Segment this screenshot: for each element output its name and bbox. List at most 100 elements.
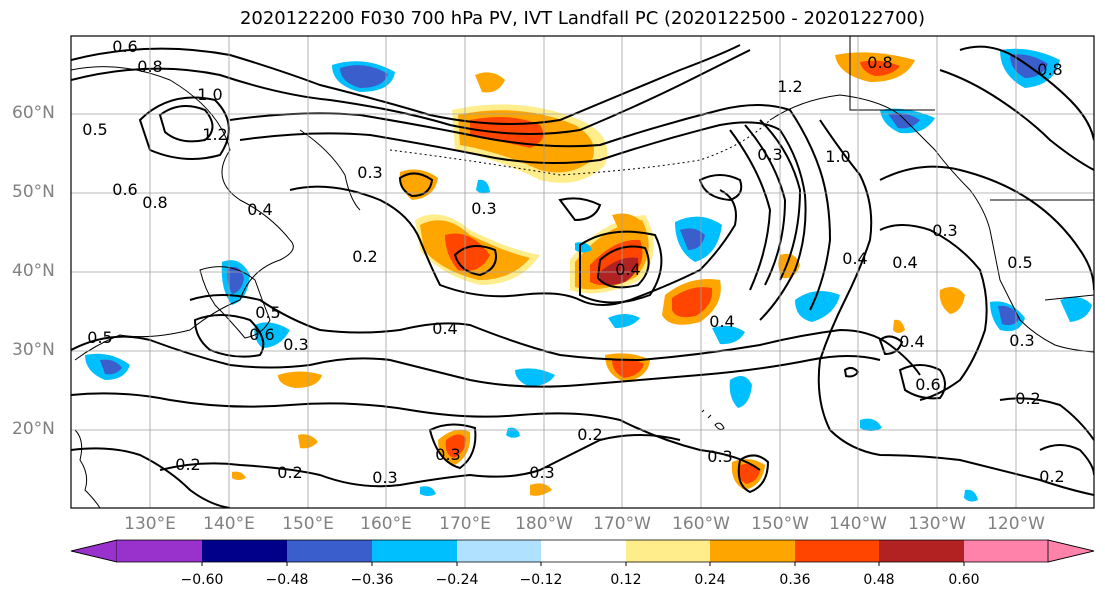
contour-label: 1.0 — [825, 147, 850, 166]
lon-label: 150°E — [282, 514, 334, 534]
alaska-coast — [769, 94, 991, 231]
positive-anomaly — [672, 287, 713, 318]
contour-label: 0.4 — [709, 312, 734, 331]
contour-label: 0.3 — [757, 145, 782, 164]
lon-label: 120°W — [987, 514, 1045, 534]
pv-contour — [939, 69, 1094, 171]
us-mexico-border — [1044, 294, 1094, 301]
contour-label: 0.5 — [87, 328, 112, 347]
contour-label: 0.2 — [577, 425, 602, 444]
contour-label: 0.2 — [352, 247, 377, 266]
pv-contour — [193, 314, 265, 358]
asia-coast — [71, 66, 294, 361]
pv-contour — [71, 447, 231, 508]
contour-label: 0.8 — [867, 53, 892, 72]
colorbar-tick: −0.12 — [519, 572, 563, 588]
graticule — [71, 36, 1094, 508]
contour-label: 0.2 — [1039, 467, 1064, 486]
contour-label: 0.3 — [435, 445, 460, 464]
contour-label: 0.8 — [1037, 60, 1062, 79]
contour-label: 0.3 — [1009, 331, 1034, 350]
contour-label: 0.6 — [112, 37, 137, 56]
lon-label: 170°E — [439, 514, 491, 534]
negative-anomaly — [420, 486, 436, 496]
positive-anomaly — [860, 60, 900, 76]
negative-anomaly — [515, 368, 555, 387]
pv-contour — [879, 224, 988, 401]
pv-contour — [229, 104, 832, 311]
colorbar-tick: −0.60 — [180, 572, 224, 588]
positive-anomaly — [445, 434, 466, 458]
colorbar-tick: 0.12 — [610, 572, 642, 588]
contour-label: 0.3 — [471, 199, 496, 218]
contour-label: 0.4 — [247, 200, 272, 219]
pv-contour — [879, 165, 1094, 291]
negative-anomaly — [729, 376, 752, 408]
contour-label: 1.0 — [197, 85, 222, 104]
pv-contour — [817, 119, 1094, 496]
colorbar-tick: 0.36 — [779, 572, 811, 588]
lon-label: 140°W — [829, 514, 887, 534]
positive-anomaly — [278, 371, 322, 388]
pv-contour — [71, 335, 881, 388]
pv-contour — [759, 119, 802, 281]
negative-anomaly — [476, 179, 490, 194]
contour-label: 0.3 — [932, 221, 957, 240]
contour-label: 0.5 — [1007, 253, 1032, 272]
negative-anomaly — [860, 418, 882, 431]
contour-label: 0.4 — [842, 249, 867, 268]
lat-label-30n: 30°N — [12, 340, 55, 360]
colorbar-tick: 0.24 — [694, 572, 726, 588]
contour-label: 0.6 — [112, 180, 137, 199]
contour-label: 0.3 — [707, 447, 732, 466]
negative-anomaly — [795, 291, 840, 322]
contour-label: 0.4 — [615, 260, 640, 279]
positive-anomaly — [600, 257, 639, 285]
lon-label: 160°E — [360, 514, 412, 534]
lon-label: 130°E — [124, 514, 176, 534]
negative-anomaly — [680, 228, 705, 250]
contour-label: 1.2 — [202, 125, 227, 144]
lon-label: 170°W — [593, 514, 651, 534]
pv-contour — [999, 397, 1094, 441]
lon-label: 150°W — [751, 514, 809, 534]
negative-anomaly — [888, 112, 920, 129]
contour-label: 0.8 — [137, 57, 162, 76]
contour-label: 0.3 — [283, 335, 308, 354]
negative-anomaly — [712, 325, 745, 345]
negative-anomaly — [100, 359, 122, 375]
positive-anomaly — [530, 483, 552, 496]
negative-anomaly — [340, 65, 388, 88]
pv-contour — [729, 129, 772, 291]
map-frame — [70, 35, 1095, 509]
contour-labels: 0.60.81.01.20.50.30.40.21.00.81.20.30.40… — [82, 37, 1064, 487]
negative-anomaly — [227, 266, 244, 294]
pv-contour — [558, 197, 602, 222]
positive-anomaly — [612, 358, 644, 378]
negative-anomaly — [608, 314, 640, 328]
colorbar-tick: −0.24 — [435, 572, 479, 588]
colorbar-tick: 0.48 — [863, 572, 895, 588]
contour-label: 0.8 — [142, 193, 167, 212]
negative-anomaly — [964, 489, 978, 502]
contour-label: 0.5 — [255, 303, 280, 322]
lat-label-50n: 50°N — [12, 182, 55, 202]
lon-label: 160°W — [672, 514, 730, 534]
positive-anomaly — [939, 286, 965, 314]
pv-contours — [71, 44, 1094, 508]
negative-anomaly — [1060, 296, 1092, 322]
positive-anomaly — [445, 233, 490, 271]
philippines-coast — [74, 429, 101, 508]
contour-label: 0.6 — [915, 375, 940, 394]
pv-contour — [898, 364, 946, 400]
pv-contour — [428, 423, 477, 470]
pv-contour — [1039, 444, 1094, 476]
pv-contour — [744, 124, 787, 286]
contour-label: 0.2 — [1015, 389, 1040, 408]
pv-contour — [71, 44, 741, 125]
contour-label: 0.2 — [277, 463, 302, 482]
contour-label: 0.4 — [899, 332, 924, 351]
contour-label: 0.4 — [432, 319, 457, 338]
pv-contour — [579, 230, 663, 304]
lon-label: 140°E — [203, 514, 255, 534]
